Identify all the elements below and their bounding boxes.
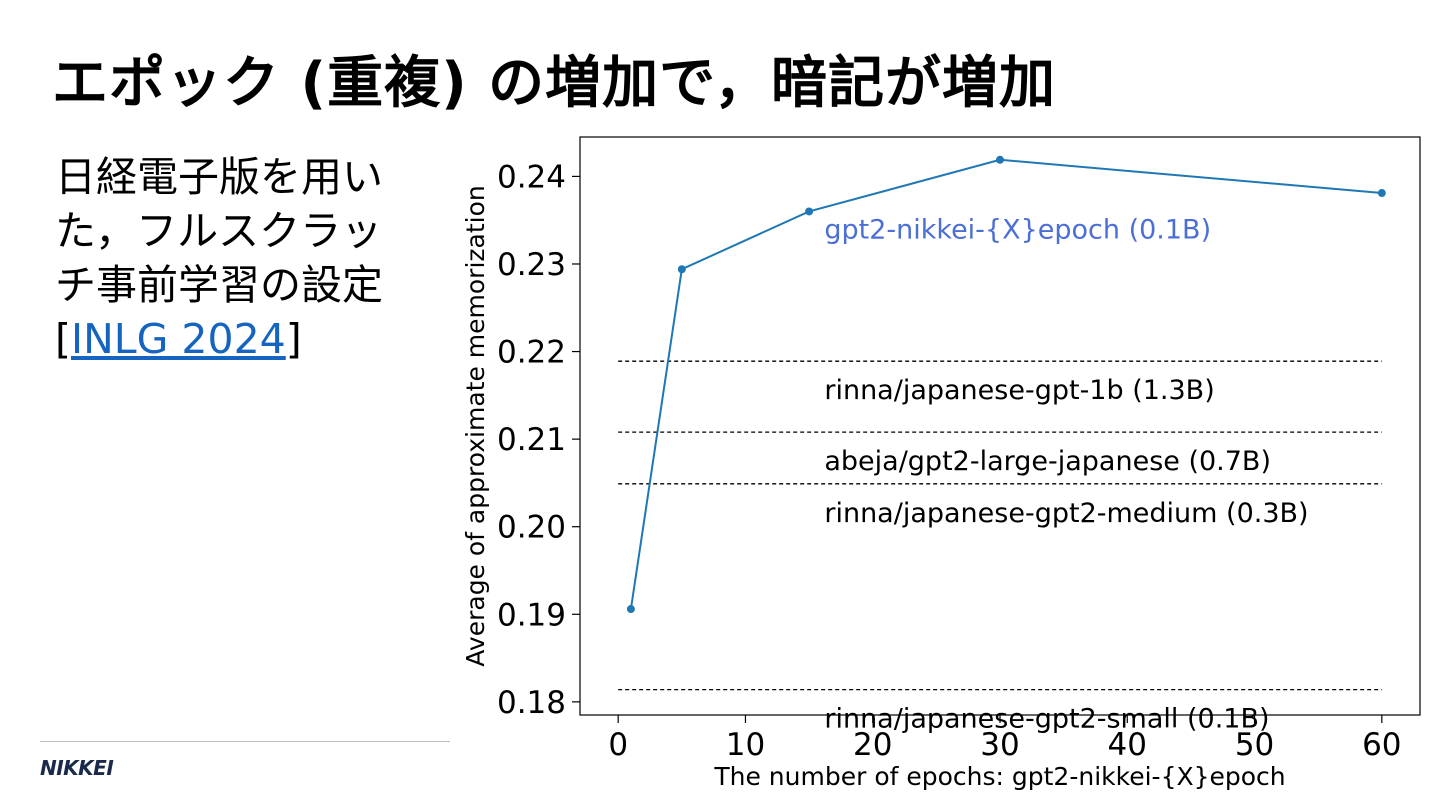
x-tick-label: 10 [726,727,765,763]
description-text: 日経電子版を用いた，フルスクラッチ事前学習の設定 [55,153,383,309]
nikkei-logo: NIKKEI [40,756,114,780]
baseline-label: rinna/japanese-gpt2-small (0.1B) [824,704,1269,735]
baseline-label: rinna/japanese-gpt2-medium (0.3B) [824,498,1308,529]
data-point [805,207,814,216]
baseline-label: rinna/japanese-gpt-1b (1.3B) [824,375,1214,406]
citation-open-bracket: [ [55,315,71,363]
y-axis-label: Average of approximate memorization [461,185,490,666]
data-point [677,265,686,274]
slide-title: エポック (重複) の増加で，暗記が増加 [52,51,1056,116]
x-tick-label: 30 [980,727,1019,763]
side-description: 日経電子版を用いた，フルスクラッチ事前学習の設定 [INLG 2024] [55,150,395,366]
memorization-chart: rinna/japanese-gpt-1b (1.3B) abeja/gpt2-l… [461,136,1421,791]
baseline-label: abeja/gpt2-large-japanese (0.7B) [824,446,1271,477]
data-point [1377,189,1386,198]
y-tick-label: 0.20 [497,510,566,546]
y-tick-label: 0.24 [497,159,566,195]
y-tick-label: 0.18 [497,685,566,721]
x-tick-label: 50 [1235,727,1274,763]
x-tick-label: 0 [608,727,628,763]
y-tick-label: 0.19 [497,597,566,633]
footer-divider [40,741,450,742]
x-tick-label: 60 [1362,727,1401,763]
x-tick-label: 20 [853,727,892,763]
x-tick-label: 40 [1108,727,1147,763]
data-point [996,155,1004,164]
citation-close-bracket: ] [285,315,302,363]
x-axis-label: The number of epochs: gpt2-nikkei-{X}epo… [713,762,1285,791]
series-label: gpt2-nikkei-{X}epoch (0.1B) [824,215,1211,246]
y-tick-label: 0.21 [497,422,566,458]
citation-link[interactable]: INLG 2024 [71,315,286,363]
y-tick-label: 0.22 [497,335,566,371]
data-point [626,605,635,614]
y-tick-label: 0.23 [497,247,566,283]
citation: [INLG 2024] [55,312,395,366]
